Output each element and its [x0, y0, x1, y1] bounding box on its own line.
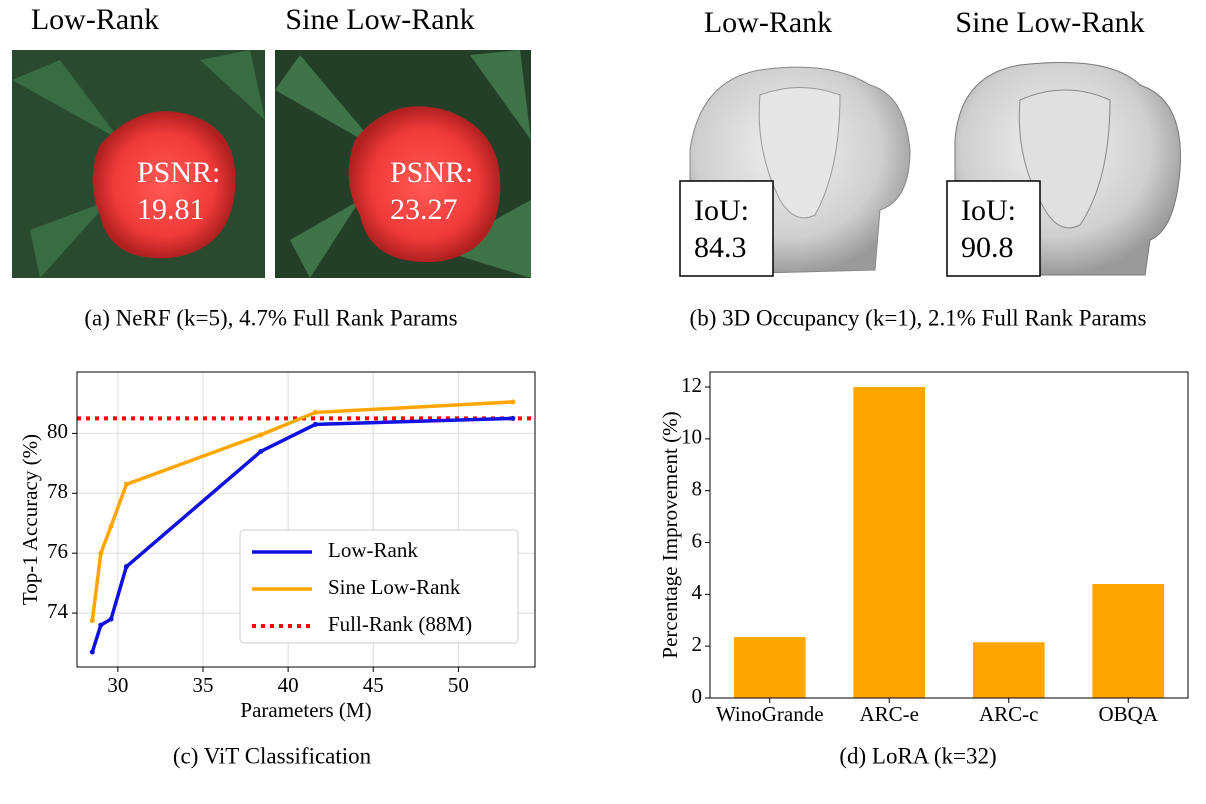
x-tick-label: 40 [278, 673, 299, 697]
caption: (b) 3D Occupancy (k=1), 2.1% Full Rank P… [690, 305, 1147, 330]
y-tick-label: 4 [692, 580, 703, 604]
metric-label: PSNR: [137, 156, 220, 189]
y-tick-label: 80 [47, 419, 68, 443]
metric-value: 23.27 [390, 193, 458, 226]
point [510, 399, 516, 405]
y-tick-label: 8 [692, 476, 703, 500]
y-tick-label: 2 [692, 632, 703, 656]
point [258, 432, 264, 438]
point [312, 409, 318, 415]
caption: (a) NeRF (k=5), 4.7% Full Rank Params [84, 305, 457, 330]
x-tick-label: ARC-e [860, 702, 920, 726]
metric-label: IoU: [961, 194, 1016, 227]
legend-label: Full-Rank (88M) [328, 612, 472, 636]
metric-value: 90.8 [961, 231, 1014, 264]
y-tick-label: 6 [692, 528, 703, 552]
y-tick-label: 10 [681, 425, 702, 449]
panel-label: Sine Low-Rank [285, 3, 474, 36]
point [108, 616, 114, 622]
point [108, 523, 114, 529]
x-tick-label: OBQA [1098, 702, 1158, 726]
x-tick-label: 45 [363, 673, 384, 697]
x-tick-label: 35 [192, 673, 213, 697]
y-tick-label: 0 [692, 684, 703, 708]
bar [853, 387, 926, 698]
point [89, 649, 95, 655]
y-tick-label: 76 [47, 539, 68, 563]
legend-box [239, 529, 519, 644]
x-tick-label: ARC-c [979, 702, 1039, 726]
point [123, 564, 129, 570]
x-tick-label: WinoGrande [716, 702, 824, 726]
y-tick-label: 74 [47, 599, 69, 623]
frame [709, 371, 1189, 699]
metric-label: IoU: [694, 194, 749, 227]
y-axis-label: Percentage Improvement (%) [658, 411, 682, 658]
point [89, 618, 95, 624]
point [123, 481, 129, 487]
panel-label: Low-Rank [31, 3, 159, 36]
occupancy-meshes [679, 62, 1181, 277]
x-tick-label: 30 [107, 673, 128, 697]
point [258, 448, 264, 454]
caption: (d) LoRA (k=32) [839, 743, 996, 768]
point [98, 622, 104, 628]
metric-label: PSNR: [390, 156, 473, 189]
point [510, 415, 516, 421]
point [312, 421, 318, 427]
nerf-images [12, 50, 531, 278]
x-tick-label: 50 [448, 673, 469, 697]
legend-label: Low-Rank [328, 538, 418, 562]
y-tick-label: 78 [47, 479, 68, 503]
panel-label: Sine Low-Rank [955, 6, 1144, 39]
point [98, 550, 104, 556]
bar [1092, 583, 1165, 698]
bar [972, 642, 1045, 698]
y-tick-label: 12 [681, 373, 702, 397]
frame [76, 371, 536, 668]
bar [733, 637, 806, 698]
y-axis-label: Top-1 Accuracy (%) [18, 434, 42, 605]
metric-value: 19.81 [137, 193, 205, 226]
legend-label: Sine Low-Rank [328, 575, 461, 599]
caption: (c) ViT Classification [173, 743, 372, 768]
x-axis-label: Parameters (M) [240, 698, 371, 722]
panel-label: Low-Rank [704, 6, 832, 39]
metric-value: 84.3 [694, 231, 747, 264]
